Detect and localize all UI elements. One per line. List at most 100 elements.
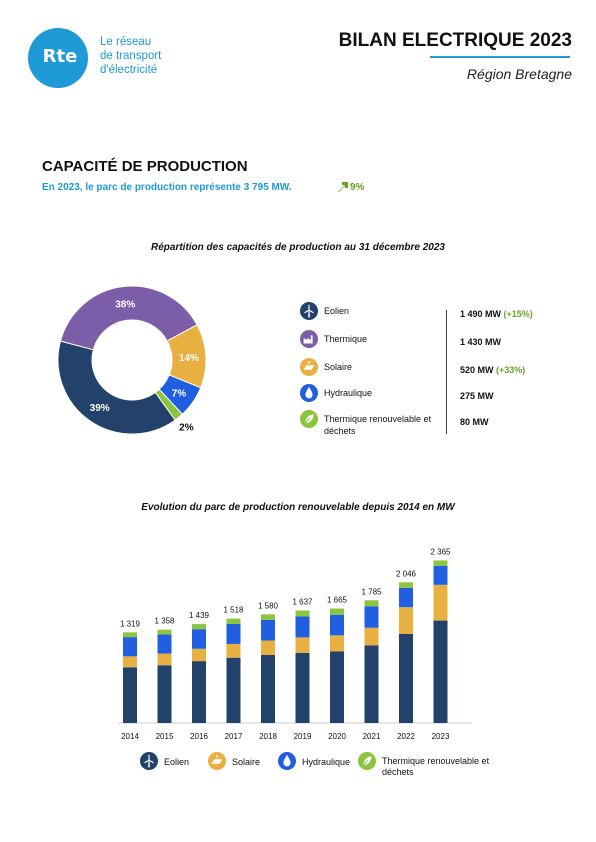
bar-hydraulique-2023 [433, 565, 448, 585]
bar-eolien-2019 [295, 652, 310, 723]
bar-thermique_renouvelable-2018 [261, 614, 275, 620]
bar-eolien-2017 [226, 657, 241, 723]
bar-total-label-2021: 1 785 [361, 587, 382, 596]
bar-solaire-2014 [123, 656, 137, 668]
bar-hydraulique-2017 [226, 624, 241, 644]
bar-solaire-2016 [192, 648, 206, 662]
bar-hydraulique-2015 [157, 634, 172, 654]
legend-label-thermique_renouvelable: Thermique renouvelable et déchets [324, 414, 432, 436]
bar-hydraulique-2018 [261, 619, 275, 641]
bar-legend-label-thermique_renouvelable: Thermique renouvelable et déchets [382, 756, 490, 777]
legend-value-eolien: 1 490 MW (+15%) [460, 309, 533, 319]
bar-total-label-2022: 2 046 [396, 569, 417, 578]
bar-thermique_renouvelable-2020 [330, 608, 344, 615]
bar-thermique_renouvelable-2017 [226, 618, 241, 624]
logo-text: Rte [42, 46, 78, 67]
bar-eolien-2018 [261, 654, 275, 723]
factory-icon [300, 330, 318, 348]
bar-hydraulique-2022 [399, 587, 413, 608]
x-tick-label-2017: 2017 [225, 732, 243, 741]
legend-label-eolien: Eolien [324, 306, 350, 316]
bar-total-label-2018: 1 580 [258, 601, 279, 610]
legend-change-solaire: (+33%) [493, 365, 526, 375]
x-tick-label-2021: 2021 [363, 732, 381, 741]
bar-solaire-2022 [399, 607, 413, 634]
pie-label-thermique_renouvelable: 2% [179, 423, 194, 434]
x-tick-label-2015: 2015 [156, 732, 174, 741]
bar-legend-wind-turbine-icon [140, 752, 158, 770]
renewable-capacity-bar-chart: 1 319 2014 1 358 2015 1 439 2016 1 518 2017 1 58… [118, 547, 472, 741]
bar-solaire-2023 [433, 584, 448, 621]
wind-turbine-icon [300, 302, 318, 320]
legend-value-thermique: 1 430 MW [460, 337, 502, 347]
bar-legend-leaf-icon [358, 752, 376, 770]
bar-legend-label-hydraulique: Hydraulique [302, 757, 351, 767]
org-name-line-1: Le réseau [100, 36, 152, 48]
report-title: BILAN ELECTRIQUE 2023 [338, 30, 572, 51]
bar-legend-solar-panel-icon [208, 752, 226, 770]
pie-label-thermique: 38% [115, 299, 135, 310]
pie-chart-title: Répartition des capacités de production … [151, 242, 445, 253]
bar-legend-label-solaire: Solaire [232, 757, 261, 767]
x-tick-label-2019: 2019 [294, 732, 312, 741]
bar-legend-water-drop-icon [278, 752, 296, 770]
org-name-line-3: d'électricité [100, 64, 158, 76]
legend-value-solaire: 520 MW (+33%) [460, 365, 526, 375]
x-tick-label-2023: 2023 [432, 732, 450, 741]
bar-eolien-2022 [399, 633, 413, 723]
trend-up-arrow-icon [338, 182, 348, 192]
pie-label-eolien: 39% [90, 403, 110, 414]
capacity-donut-chart: 38% 14% 7% 2% 39% [57, 285, 207, 435]
bar-eolien-2014 [123, 667, 137, 723]
bar-solaire-2021 [364, 627, 379, 646]
bar-hydraulique-2020 [330, 614, 344, 636]
bar-eolien-2016 [192, 661, 206, 723]
bar-total-label-2023: 2 365 [430, 547, 451, 556]
bar-thermique_renouvelable-2016 [192, 624, 206, 630]
bar-eolien-2021 [364, 645, 379, 723]
bar-solaire-2018 [261, 640, 275, 655]
region-name: Région Bretagne [466, 66, 572, 82]
legend-divider [446, 310, 447, 434]
x-tick-label-2022: 2022 [397, 732, 415, 741]
bar-hydraulique-2016 [192, 629, 206, 649]
legend-label-hydraulique: Hydraulique [324, 388, 373, 398]
x-tick-label-2018: 2018 [259, 732, 277, 741]
legend-label-solaire: Solaire [324, 362, 353, 372]
bar-total-label-2016: 1 439 [189, 611, 210, 620]
pie-slice-eolien [57, 340, 176, 435]
title-divider [430, 56, 570, 58]
x-tick-label-2016: 2016 [190, 732, 208, 741]
bar-thermique_renouvelable-2015 [157, 629, 172, 635]
bar-hydraulique-2021 [364, 606, 379, 628]
solar-panel-icon [300, 358, 318, 376]
bar-chart-title: Evolution du parc de production renouvel… [141, 502, 455, 513]
bar-thermique_renouvelable-2023 [433, 560, 448, 566]
bar-hydraulique-2019 [295, 616, 310, 638]
trend-value: 9% [350, 182, 365, 193]
bar-solaire-2019 [295, 637, 310, 653]
bar-solaire-2017 [226, 643, 241, 658]
bar-total-label-2014: 1 319 [120, 619, 141, 628]
section-title: CAPACITÉ DE PRODUCTION [42, 158, 248, 175]
bar-solaire-2015 [157, 653, 172, 666]
bar-thermique_renouvelable-2019 [295, 610, 310, 617]
bar-legend-label-eolien: Eolien [164, 757, 190, 767]
bar-total-label-2017: 1 518 [223, 606, 244, 615]
bar-hydraulique-2014 [123, 637, 137, 657]
bar-total-label-2020: 1 665 [327, 596, 348, 605]
bar-solaire-2020 [330, 635, 344, 652]
pie-label-hydraulique: 7% [172, 388, 187, 399]
bar-thermique_renouvelable-2021 [364, 600, 379, 607]
legend-change-eolien: (+15%) [501, 309, 533, 319]
pie-slice-thermique [59, 285, 198, 351]
bar-thermique_renouvelable-2014 [123, 632, 137, 638]
org-name-line-2: de transport [100, 50, 162, 62]
bar-total-label-2019: 1 637 [292, 597, 313, 606]
water-drop-icon [300, 384, 318, 402]
bar-thermique_renouvelable-2022 [399, 582, 413, 588]
bar-eolien-2023 [433, 620, 448, 723]
section-subtitle: En 2023, le parc de production représent… [42, 182, 292, 193]
bar-eolien-2020 [330, 651, 344, 723]
x-tick-label-2014: 2014 [121, 732, 139, 741]
